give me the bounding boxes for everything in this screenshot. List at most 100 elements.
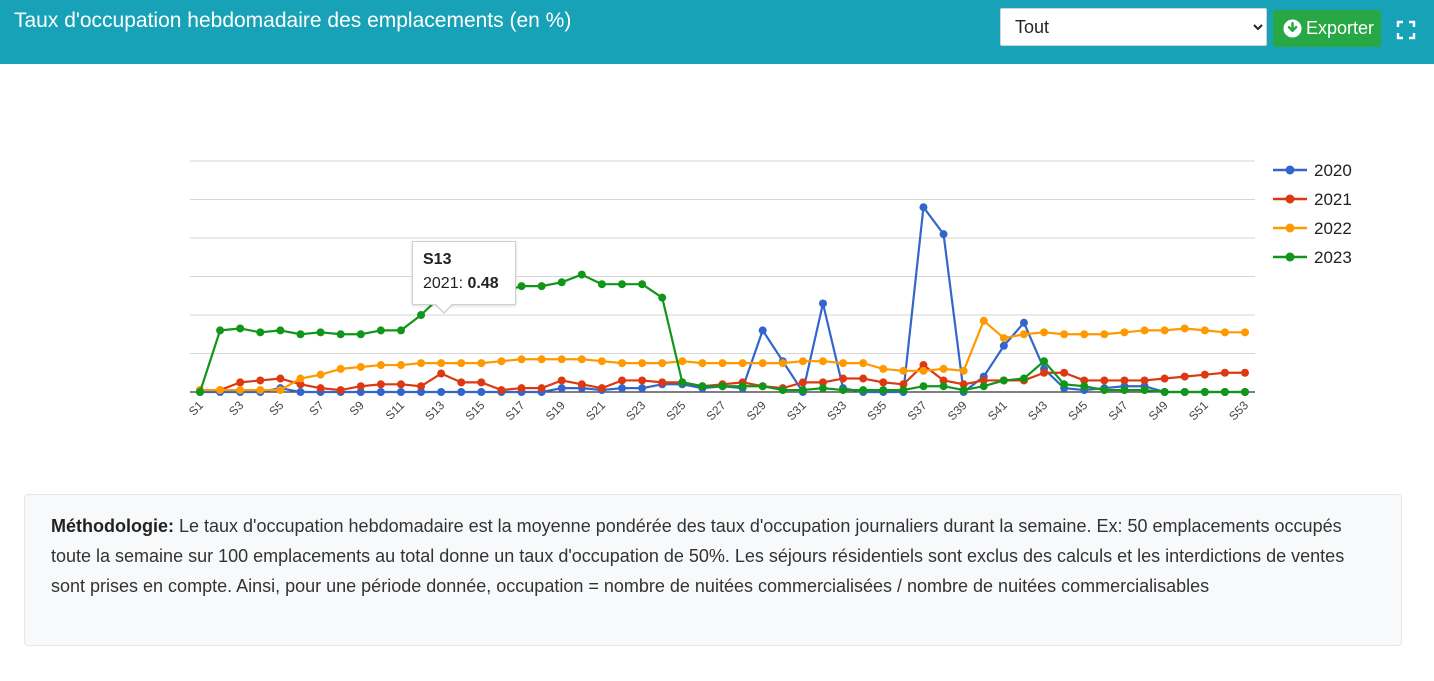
data-point-2020 [939, 230, 948, 239]
data-point-2023 [979, 382, 988, 391]
data-point-2022 [778, 359, 787, 368]
data-point-2021 [859, 374, 868, 383]
data-point-2021 [959, 380, 968, 389]
x-tick-label: S27 [704, 398, 729, 423]
data-point-2020 [457, 388, 466, 396]
data-point-2020 [999, 341, 1008, 350]
data-point-2022 [557, 355, 566, 364]
data-point-2022 [758, 359, 767, 368]
data-point-2022 [1140, 326, 1149, 335]
tooltip-row: 2021: 0.48 [423, 275, 499, 292]
data-point-2022 [798, 357, 807, 366]
data-point-2023 [336, 330, 345, 339]
data-point-2022 [276, 386, 285, 395]
data-point-2022 [1120, 328, 1129, 337]
x-tick-label: S21 [583, 398, 608, 423]
x-tick-label: S33 [824, 398, 849, 423]
data-point-2021 [1080, 376, 1089, 385]
data-point-2022 [1040, 328, 1049, 337]
data-point-2020 [919, 203, 928, 212]
data-point-2021 [497, 386, 506, 395]
data-point-2021 [376, 380, 385, 389]
data-point-2022 [919, 366, 928, 375]
legend-label: 2022 [1314, 219, 1352, 238]
data-point-2023 [356, 330, 365, 339]
data-point-2022 [618, 359, 627, 368]
x-tick-label: S31 [784, 398, 809, 423]
data-point-2023 [999, 376, 1008, 385]
x-tick-label: S37 [905, 398, 930, 423]
data-point-2022 [316, 370, 325, 379]
data-point-2021 [517, 384, 526, 393]
data-point-2022 [879, 364, 888, 373]
period-select[interactable]: Tout [1000, 8, 1267, 46]
data-point-2023 [1180, 388, 1189, 396]
data-point-2023 [316, 328, 325, 337]
legend-swatch-dot [1285, 252, 1295, 262]
tooltip-arrow-inner [435, 303, 453, 312]
data-point-2022 [477, 359, 486, 368]
data-point-2021 [1241, 368, 1249, 377]
data-point-2023 [899, 386, 908, 395]
legend-swatch-dot [1285, 165, 1295, 175]
x-tick-label: S47 [1106, 398, 1131, 423]
data-point-2021 [818, 378, 827, 387]
data-point-2020 [1019, 318, 1028, 327]
data-point-2022 [698, 359, 707, 368]
data-point-2021 [919, 361, 928, 370]
x-tick-label: S43 [1025, 398, 1050, 423]
data-point-2023 [1100, 386, 1109, 395]
data-point-2021 [597, 384, 606, 393]
data-point-2021 [477, 378, 486, 387]
data-point-2022 [517, 355, 526, 364]
data-point-2021 [417, 382, 426, 391]
data-point-2022 [1220, 328, 1229, 337]
data-point-2020 [557, 384, 566, 393]
data-point-2023 [859, 386, 868, 395]
chart-tooltip: S13 2021: 0.48 [412, 241, 516, 305]
data-point-2020 [396, 388, 405, 396]
data-point-2023 [1241, 388, 1249, 396]
data-point-2020 [376, 388, 385, 396]
export-button[interactable]: Exporter [1273, 10, 1381, 47]
data-point-2023 [557, 278, 566, 287]
legend-swatch-dot [1285, 223, 1295, 233]
data-point-2023 [1080, 382, 1089, 391]
x-tick-label: S15 [462, 398, 487, 423]
x-tick-label: S45 [1065, 398, 1090, 423]
fullscreen-icon[interactable] [1396, 20, 1416, 40]
data-point-2022 [658, 359, 667, 368]
data-point-2022 [537, 355, 546, 364]
data-point-2022 [979, 316, 988, 325]
export-label: Exporter [1306, 18, 1375, 38]
x-tick-label: S7 [306, 398, 327, 419]
data-point-2020 [356, 388, 365, 396]
legend-item-2023: 2023 [1273, 248, 1352, 267]
data-point-2022 [356, 362, 365, 371]
data-point-2023 [959, 386, 968, 395]
data-point-2021 [638, 376, 647, 385]
data-point-2023 [276, 326, 285, 335]
data-point-2021 [577, 380, 586, 389]
data-point-2022 [336, 364, 345, 373]
data-point-2021 [1040, 368, 1049, 377]
data-point-2021 [658, 378, 667, 387]
page-title: Taux d'occupation hebdomadaire des empla… [14, 9, 572, 32]
data-point-2021 [437, 369, 446, 378]
header-bar: Taux d'occupation hebdomadaire des empla… [0, 0, 1434, 64]
chart-area: S1 S3 S5 S7 S9 S11 S13 S15 S17 S19 S21 S23 S25 S27 S29… [0, 64, 1434, 484]
data-point-2021 [336, 386, 345, 395]
x-tick-label: S19 [543, 398, 568, 423]
data-point-2023 [256, 328, 265, 337]
data-point-2023 [296, 330, 305, 339]
x-tick-label: S41 [985, 398, 1010, 423]
data-point-2022 [1180, 324, 1189, 333]
data-point-2021 [356, 382, 365, 391]
data-point-2023 [216, 326, 225, 335]
data-point-2020 [758, 326, 767, 335]
data-point-2023 [798, 386, 807, 395]
tooltip-value: 0.48 [467, 275, 499, 292]
methodology-text: Le taux d'occupation hebdomadaire est la… [51, 516, 1345, 596]
data-point-2023 [1220, 388, 1229, 396]
data-point-2023 [376, 326, 385, 335]
